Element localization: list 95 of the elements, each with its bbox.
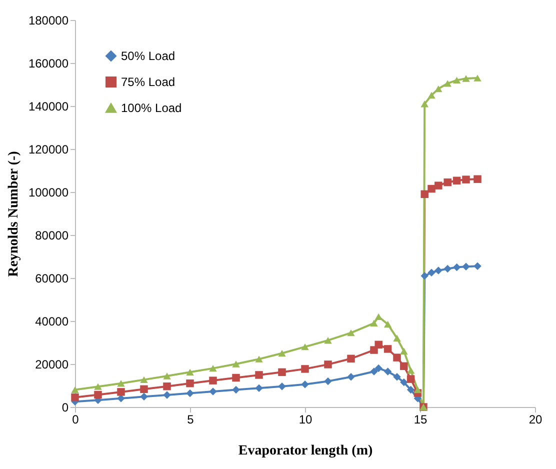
point [324,377,332,386]
point [278,368,286,376]
point [474,74,482,82]
point [400,348,408,354]
point [186,379,194,388]
point [186,368,194,376]
point [452,176,461,184]
x-tick-label: 15 [414,412,428,426]
point [400,362,408,370]
point [278,350,286,357]
point [232,374,240,382]
point [71,393,79,402]
point [278,382,286,390]
x-tick-label: 0 [72,412,80,426]
point [428,268,436,276]
point [393,334,401,342]
point [163,382,171,390]
y-tick-label: 40000 [35,314,69,328]
point [117,388,125,396]
point [400,378,408,386]
point [474,175,482,183]
point [301,380,309,388]
point [209,364,217,372]
point [393,373,401,381]
point [434,182,442,190]
x-tick-label: 20 [528,412,542,426]
point [462,262,470,270]
point [434,266,442,274]
point [186,389,194,398]
point [444,178,452,186]
y-tick-label: 180000 [28,14,69,28]
point [255,384,263,392]
point [452,263,461,272]
legend-label: 100% Load [121,101,182,115]
point [232,386,240,394]
point [474,262,482,270]
point [384,320,392,328]
point [444,80,452,87]
y-tick-label: 120000 [28,142,69,156]
point [406,386,415,394]
point [347,354,355,362]
point [420,190,428,198]
point [374,340,382,349]
point [434,85,442,92]
point [163,372,171,380]
point [428,92,436,99]
point [428,184,436,193]
point [384,368,392,376]
point [232,360,240,368]
point [406,367,415,374]
point [374,313,382,320]
point [324,336,332,344]
point [347,329,355,336]
point [420,272,428,280]
legend-label: 75% Load [121,75,176,89]
y-tick-label: 0 [62,400,69,414]
point [94,390,102,399]
point [209,376,217,384]
y-tick-label: 80000 [35,228,69,242]
point [140,392,148,401]
y-tick-label: 160000 [28,56,69,70]
legend-label: 50% Load [121,49,176,63]
x-tick-label: 10 [298,412,312,426]
point [452,76,461,84]
y-tick-label: 140000 [28,100,69,114]
point [94,383,102,390]
point [255,356,263,362]
point [420,100,428,108]
x-axis-title: Evaporator length (m) [238,444,373,458]
x-tick-label: 5 [187,412,194,426]
point [393,354,401,362]
point [462,75,470,82]
point [255,371,263,379]
point [163,391,171,399]
point [370,368,378,376]
point [324,360,332,368]
point [301,343,309,350]
point [414,386,422,394]
point [384,345,392,353]
y-tick-label: 100000 [28,186,69,200]
point [406,375,415,383]
point [140,376,148,384]
point [347,373,355,381]
point [444,264,452,273]
y-axis-title: Reynolds Number (-) [6,150,22,277]
point [370,320,378,327]
point [301,365,309,373]
point [462,176,470,184]
point [71,386,79,394]
point [117,380,125,387]
y-tick-label: 20000 [35,358,69,372]
point [140,385,148,394]
point [209,388,217,396]
point [374,364,382,372]
y-tick-label: 60000 [35,272,69,286]
